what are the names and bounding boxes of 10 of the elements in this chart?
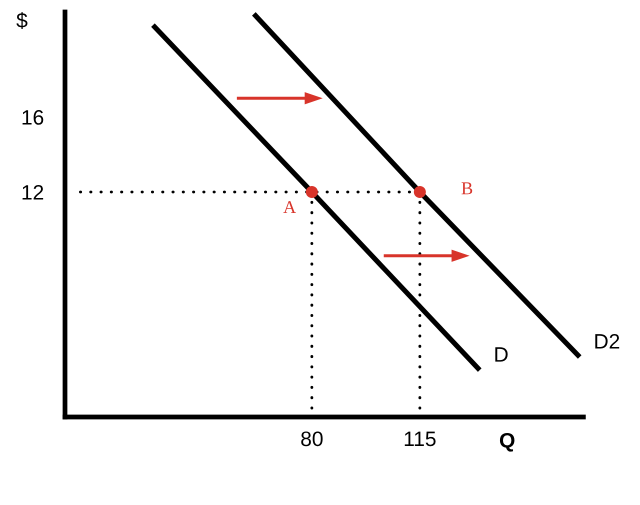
y-tick-label: 12 bbox=[22, 185, 44, 200]
x-tick-label: 115 bbox=[404, 432, 436, 446]
annotation: B bbox=[462, 182, 472, 194]
series-label: D bbox=[495, 347, 508, 362]
series-label: D2 bbox=[595, 334, 620, 348]
annotation: A bbox=[283, 201, 296, 214]
y-axis-title: $ bbox=[16, 12, 28, 29]
x-axis-title: Q bbox=[500, 432, 514, 452]
y-tick-label: 16 bbox=[22, 110, 44, 125]
x-tick-label: 80 bbox=[301, 431, 323, 446]
